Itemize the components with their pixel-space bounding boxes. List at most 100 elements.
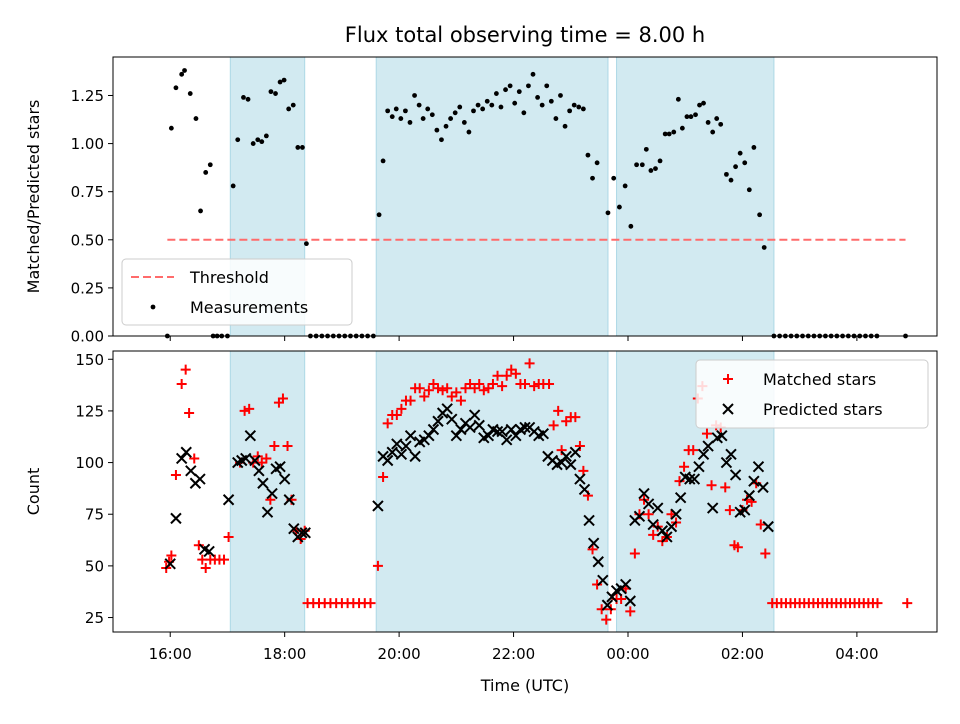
data-point-matched-55	[423, 385, 434, 396]
data-point-matched-154	[902, 598, 913, 609]
data-point-measurement-62	[461, 120, 467, 125]
data-point-measurement-15	[235, 137, 241, 143]
data-point-matched-81	[544, 379, 555, 390]
data-point-measurement-52	[416, 102, 422, 108]
data-point-predicted-93	[674, 491, 687, 504]
data-point-measurement-77	[530, 71, 536, 77]
data-point-predicted-111	[757, 481, 769, 494]
data-point-matched-113	[688, 445, 699, 456]
data-point-matched-22	[261, 453, 272, 464]
data-point-matched-99	[625, 606, 636, 617]
data-point-predicted-108	[743, 489, 756, 502]
data-point-measurement-111	[697, 102, 702, 108]
x-tick-label: 22:00	[492, 645, 535, 663]
data-point-predicted-15	[253, 465, 265, 477]
data-point-matched-10	[200, 562, 211, 573]
series-measurements	[164, 68, 908, 339]
data-point-matched-77	[524, 358, 535, 369]
data-point-measurement-61	[457, 104, 463, 110]
data-point-measurement-119	[733, 164, 738, 170]
data-point-predicted-34	[404, 430, 417, 442]
x-tick-label: 20:00	[377, 645, 420, 663]
data-point-measurement-21	[263, 133, 269, 139]
data-point-matched-110	[674, 476, 685, 487]
data-point-predicted-91	[665, 520, 678, 533]
data-point-predicted-63	[537, 427, 550, 440]
data-point-measurement-56	[434, 127, 440, 133]
data-point-matched-111	[679, 461, 690, 472]
data-point-predicted-12	[240, 452, 252, 465]
y-tick-label: 0.75	[71, 183, 104, 201]
x-tick-label: 04:00	[835, 645, 878, 663]
data-point-matched-121	[724, 505, 735, 516]
data-point-matched-72	[501, 370, 512, 381]
data-point-matched-83	[553, 405, 564, 416]
data-point-measurement-121	[742, 160, 748, 166]
data-point-measurement-79	[539, 102, 545, 108]
data-point-measurement-27	[290, 102, 296, 108]
data-point-measurement-44	[380, 158, 386, 164]
data-point-measurement-110	[693, 112, 698, 118]
data-point-measurement-25	[281, 77, 287, 83]
data-point-measurement-48	[398, 116, 404, 121]
shaded-interval-1	[375, 56, 609, 337]
data-point-predicted-44	[450, 430, 463, 442]
data-point-matched-123	[732, 542, 743, 553]
x-tick-label: 18:00	[263, 645, 306, 663]
data-point-measurement-99	[643, 146, 649, 152]
data-point-measurement-55	[429, 112, 435, 118]
data-point-predicted-56	[505, 423, 517, 436]
data-point-measurement-91	[594, 160, 600, 166]
data-point-measurement-71	[503, 87, 508, 93]
data-point-measurement-14	[230, 183, 236, 189]
data-point-matched-71	[497, 381, 508, 392]
data-point-measurement-94	[617, 204, 622, 210]
data-point-predicted-31	[391, 438, 403, 450]
data-point-predicted-95	[684, 473, 696, 485]
data-point-predicted-109	[748, 475, 760, 487]
data-point-matched-3	[170, 469, 181, 480]
data-point-predicted-49	[473, 419, 485, 432]
data-point-predicted-51	[482, 430, 495, 442]
data-point-matched-104	[648, 529, 659, 540]
data-point-predicted-42	[441, 403, 453, 415]
data-point-measurement-18	[250, 141, 256, 146]
data-point-measurement-45	[385, 108, 391, 114]
data-point-measurement-83	[558, 93, 563, 98]
data-point-predicted-67	[555, 456, 568, 469]
chart-title: Flux total observing time = 8.00 h	[345, 23, 705, 47]
data-point-predicted-76	[597, 574, 609, 587]
data-point-measurement-58	[443, 123, 449, 129]
data-point-predicted-27	[372, 500, 384, 512]
data-point-measurement-75	[521, 110, 527, 116]
data-point-predicted-54	[496, 425, 508, 438]
legend: Matched stars Predicted stars	[695, 359, 929, 429]
data-point-measurement-96	[628, 223, 634, 229]
data-point-measurement-69	[493, 91, 499, 96]
data-point-predicted-68	[560, 450, 572, 463]
data-point-predicted-104	[725, 448, 737, 461]
data-point-predicted-110	[752, 460, 765, 473]
data-point-predicted-78	[606, 591, 618, 603]
data-point-measurement-60	[452, 110, 458, 116]
data-point-predicted-43	[446, 413, 458, 425]
data-point-matched-67	[478, 385, 489, 396]
data-point-matched-87	[570, 412, 581, 423]
data-point-measurement-97	[634, 162, 639, 168]
data-point-predicted-86	[642, 498, 655, 510]
data-point-matched-17	[239, 405, 250, 416]
data-point-predicted-47	[464, 421, 476, 434]
data-point-predicted-0	[164, 558, 176, 570]
legend-predicted-label: Predicted stars	[763, 400, 883, 419]
data-point-predicted-98	[697, 448, 710, 461]
y-tick-label: 125	[75, 402, 104, 420]
data-point-measurement-22	[268, 89, 274, 95]
data-point-measurement-8	[203, 170, 209, 175]
data-point-measurement-54	[425, 106, 431, 112]
data-point-predicted-57	[510, 430, 522, 442]
data-point-measurement-59	[448, 116, 454, 121]
data-point-predicted-82	[624, 595, 636, 607]
data-point-predicted-29	[381, 454, 394, 467]
data-point-matched-91	[587, 544, 598, 555]
